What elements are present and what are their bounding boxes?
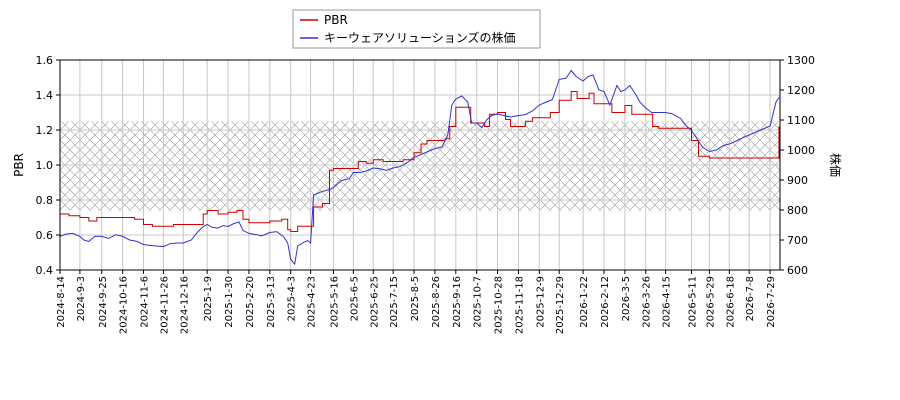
x-tick-label: 2025-10-7 [473,276,484,328]
right-tick-label: 900 [787,174,808,187]
x-tick-label: 2025-1-30 [224,276,235,328]
x-tick-label: 2025-9-16 [452,276,463,328]
right-tick-label: 1200 [787,84,815,97]
right-tick-label: 700 [787,234,808,247]
series-lines [59,69,780,266]
x-tick-label: 2024-9-25 [98,276,109,328]
x-tick-label: 2025-4-23 [307,276,318,328]
x-tick-label: 2026-5-11 [687,276,698,328]
x-tick-label: 2025-3-13 [266,276,277,328]
x-tick-label: 2025-6-25 [369,276,380,328]
x-tick-label: 2026-2-12 [600,276,611,328]
x-tick-label: 2024-11-6 [140,276,151,328]
x-tick-label: 2026-5-29 [705,276,716,328]
x-tick-label: 2025-10-28 [494,276,505,334]
left-tick-label: 1.4 [36,89,54,102]
legend-box [292,9,541,49]
x-tick-label: 2025-2-20 [245,276,256,328]
pbr-series-line [60,91,780,232]
legend: PBR キーウェアソリューションズの株価 [292,9,541,49]
x-axis: 2024-8-14 2024-9-3 2024-9-25 2024-10-16 2024… [56,270,777,334]
x-tick-label: 2025-1-9 [203,276,214,321]
x-tick-label: 2025-8-5 [410,276,421,321]
left-tick-label: 1.6 [36,54,54,67]
shaded-band [60,121,780,211]
x-tick-label: 2025-11-18 [514,276,525,334]
x-tick-label: 2025-5-16 [329,276,340,328]
left-tick-label: 1.2 [36,124,54,137]
left-tick-label: 0.8 [36,194,54,207]
right-tick-label: 1100 [787,114,815,127]
left-tick-label: 0.6 [36,229,54,242]
legend-label: PBR [324,13,348,27]
left-tick-label: 1.0 [36,159,54,172]
x-tick-label: 2026-7-29 [766,276,777,328]
x-tick-label: 2024-12-16 [179,276,190,334]
crosshatch-band [60,121,780,211]
right-tick-label: 1300 [787,54,815,67]
x-tick-label: 2024-8-14 [56,276,67,328]
x-tick-label: 2025-4-3 [287,276,298,321]
x-tick-label: 2024-9-3 [76,276,87,321]
x-tick-label: 2025-6-5 [349,276,360,321]
x-tick-label: 2026-7-8 [745,276,756,321]
x-tick-label: 2025-7-15 [389,276,400,328]
x-tick-label: 2025-12-29 [555,276,566,334]
x-tick-label: 2025-8-26 [431,276,442,328]
x-tick-label: 2026-6-18 [725,276,736,328]
stock-price-series-line [59,69,780,266]
x-tick-label: 2024-11-26 [159,276,170,334]
x-tick-label: 2026-3-26 [642,276,653,328]
right-tick-label: 800 [787,204,808,217]
left-y-axis: 0.4 0.6 0.8 1.0 1.2 1.4 1.6 [36,54,60,277]
x-tick-label: 2025-12-9 [535,276,546,328]
left-tick-label: 0.4 [36,264,54,277]
legend-label: キーウェアソリューションズの株価 [324,30,516,45]
left-axis-label: PBR [12,153,26,177]
x-tick-label: 2026-1-22 [579,276,590,328]
right-tick-label: 1000 [787,144,815,157]
right-axis-label: 株価 [828,153,843,177]
right-y-axis: 600 700 800 900 1000 1100 1200 1300 [780,54,815,277]
x-tick-label: 2026-4-15 [662,276,673,328]
x-tick-label: 2024-10-16 [119,276,130,334]
x-tick-label: 2026-3-5 [621,276,632,321]
right-tick-label: 600 [787,264,808,277]
